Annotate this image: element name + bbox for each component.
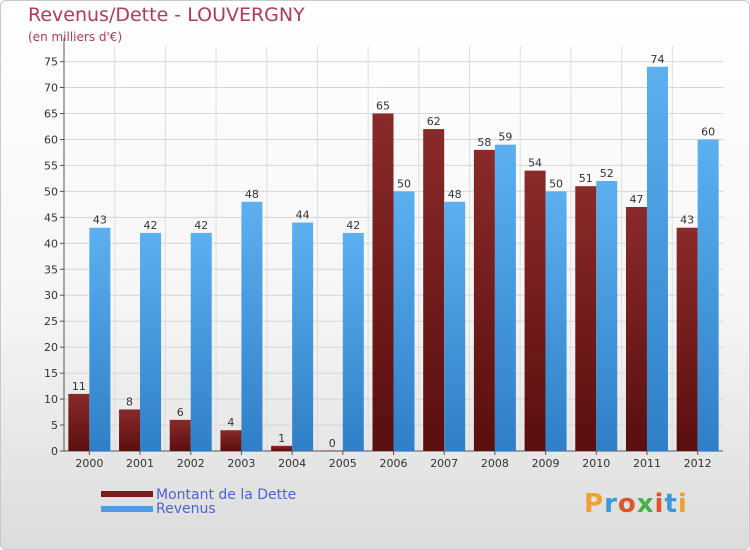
- logo-letter: x: [636, 489, 655, 519]
- logo-letter: i: [677, 489, 688, 519]
- bar-dette: [676, 227, 698, 451]
- y-tick-label: 75: [44, 56, 58, 69]
- data-label-dette: 58: [477, 136, 491, 149]
- bar-revenus: [292, 222, 314, 451]
- data-label-revenus: 50: [397, 177, 411, 190]
- logo-letter: t: [664, 489, 678, 519]
- x-tick-label: 2007: [430, 457, 458, 470]
- data-label-dette: 47: [629, 193, 643, 206]
- legend-label-revenus: Revenus: [156, 501, 216, 517]
- data-label-dette: 43: [680, 214, 694, 227]
- y-tick-label: 55: [44, 159, 58, 172]
- data-label-revenus: 44: [296, 209, 310, 222]
- data-label-dette: 4: [227, 416, 234, 429]
- y-tick-label: 5: [51, 419, 58, 432]
- x-tick-label: 2010: [582, 457, 610, 470]
- bar-revenus: [342, 232, 364, 451]
- bar-dette: [625, 206, 647, 451]
- bar-dette: [423, 129, 445, 452]
- logo-letter: o: [617, 489, 637, 519]
- logo-letter: P: [584, 489, 605, 519]
- legend-label-dette: Montant de la Dette: [156, 487, 297, 503]
- bar-dette: [169, 419, 191, 451]
- data-label-revenus: 42: [144, 219, 158, 232]
- x-tick-label: 2009: [532, 457, 560, 470]
- chart-subtitle: (en milliers d'€): [28, 30, 123, 44]
- bar-revenus: [596, 181, 618, 451]
- bar-revenus: [545, 191, 567, 451]
- data-label-revenus: 42: [194, 219, 208, 232]
- x-tick-label: 2004: [278, 457, 306, 470]
- bar-revenus: [494, 144, 516, 451]
- y-tick-label: 0: [51, 445, 58, 458]
- proxiti-logo: Proxiti: [584, 489, 688, 519]
- bar-dette: [220, 430, 242, 451]
- logo-letter: i: [654, 489, 665, 519]
- data-label-revenus: 43: [93, 214, 107, 227]
- legend-swatch-dette: [101, 491, 153, 497]
- data-label-dette: 1: [278, 432, 285, 445]
- y-tick-label: 65: [44, 108, 58, 121]
- data-label-revenus: 42: [346, 219, 360, 232]
- data-label-dette: 65: [376, 100, 390, 113]
- y-tick-label: 45: [44, 211, 58, 224]
- data-label-dette: 11: [72, 380, 86, 393]
- bar-revenus: [140, 232, 162, 451]
- bar-revenus: [89, 227, 111, 451]
- x-tick-label: 2000: [75, 457, 103, 470]
- data-label-dette: 8: [126, 395, 133, 408]
- data-label-revenus: 48: [448, 188, 462, 201]
- bar-dette: [524, 170, 546, 451]
- y-tick-label: 70: [44, 82, 58, 95]
- bar-dette: [68, 393, 90, 451]
- bar-dette: [473, 149, 495, 451]
- y-tick-label: 10: [44, 393, 58, 406]
- bar-dette: [575, 186, 597, 451]
- x-tick-label: 2005: [329, 457, 357, 470]
- data-label-revenus: 50: [549, 177, 563, 190]
- y-tick-label: 20: [44, 341, 58, 354]
- x-tick-label: 2002: [177, 457, 205, 470]
- y-tick-label: 40: [44, 237, 58, 250]
- bar-revenus: [190, 232, 212, 451]
- x-tick-label: 2008: [481, 457, 509, 470]
- data-label-dette: 54: [528, 157, 542, 170]
- bar-dette: [271, 445, 293, 451]
- y-tick-label: 15: [44, 367, 58, 380]
- x-tick-label: 2001: [126, 457, 154, 470]
- x-tick-label: 2012: [684, 457, 712, 470]
- data-label-dette: 51: [579, 172, 593, 185]
- bar-dette: [119, 409, 141, 451]
- x-tick-label: 2006: [380, 457, 408, 470]
- logo-letter: r: [604, 489, 618, 519]
- bar-revenus: [646, 66, 668, 452]
- legend-swatch-revenus: [101, 506, 153, 512]
- data-label-revenus: 74: [650, 53, 664, 66]
- data-label-dette: 6: [177, 406, 184, 419]
- x-tick-label: 2011: [633, 457, 661, 470]
- y-tick-label: 25: [44, 315, 58, 328]
- bar-revenus: [444, 201, 466, 451]
- data-label-revenus: 59: [498, 131, 512, 144]
- data-label-revenus: 60: [701, 125, 715, 138]
- bar-revenus: [393, 191, 415, 451]
- data-label-dette: 62: [427, 115, 441, 128]
- bar-revenus: [241, 201, 263, 451]
- chart-title: Revenus/Dette - LOUVERGNY: [28, 4, 305, 26]
- data-label-revenus: 48: [245, 188, 259, 201]
- data-label-revenus: 52: [600, 167, 614, 180]
- y-tick-label: 60: [44, 133, 58, 146]
- y-tick-label: 30: [44, 289, 58, 302]
- bar-dette: [321, 450, 343, 451]
- y-tick-label: 50: [44, 185, 58, 198]
- bar-revenus: [697, 139, 719, 451]
- bar-dette: [372, 113, 394, 451]
- x-tick-label: 2003: [227, 457, 255, 470]
- y-tick-label: 35: [44, 263, 58, 276]
- data-label-dette: 0: [329, 437, 336, 450]
